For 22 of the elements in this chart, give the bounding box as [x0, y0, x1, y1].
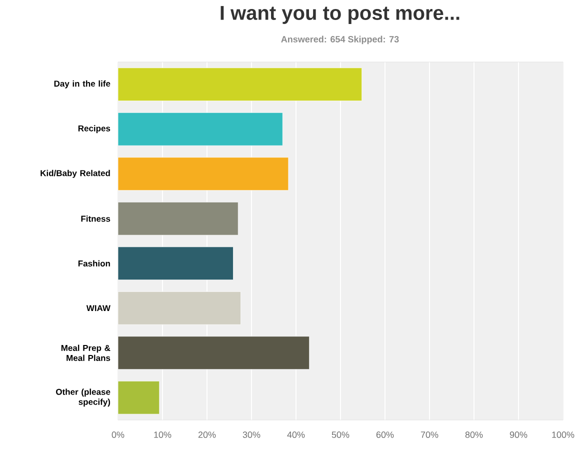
- y-tick-label: Fashion: [78, 260, 110, 266]
- x-tick-label: 60%: [376, 432, 394, 438]
- x-tick-label: 0%: [112, 432, 124, 438]
- y-tick-label: Day in the life: [54, 80, 110, 88]
- y-tick-label: Kid/Baby Related: [40, 170, 110, 178]
- x-tick-label: 100%: [552, 432, 574, 438]
- x-tick-label: 50%: [332, 432, 350, 438]
- x-tick-label: 70%: [420, 432, 438, 438]
- y-tick-label: WIAW: [86, 305, 110, 312]
- x-tick-label: 40%: [287, 432, 305, 438]
- x-tick-label: 20%: [198, 432, 216, 438]
- chart-subtitle: Answered: 654 Skipped: 73: [281, 36, 399, 44]
- x-tick-label: 10%: [154, 432, 172, 438]
- y-tick-label: Other (please specify): [56, 388, 110, 407]
- x-tick-label: 90%: [510, 432, 528, 438]
- x-tick-label: 80%: [465, 432, 483, 438]
- y-tick-label: Meal Prep & Meal Plans: [61, 344, 110, 361]
- y-tick-label: Fitness: [81, 215, 110, 222]
- y-tick-label: Recipes: [78, 125, 110, 134]
- bar: [118, 380, 160, 414]
- chart-title: I want you to post more...: [220, 6, 460, 24]
- x-tick-label: 30%: [242, 432, 260, 438]
